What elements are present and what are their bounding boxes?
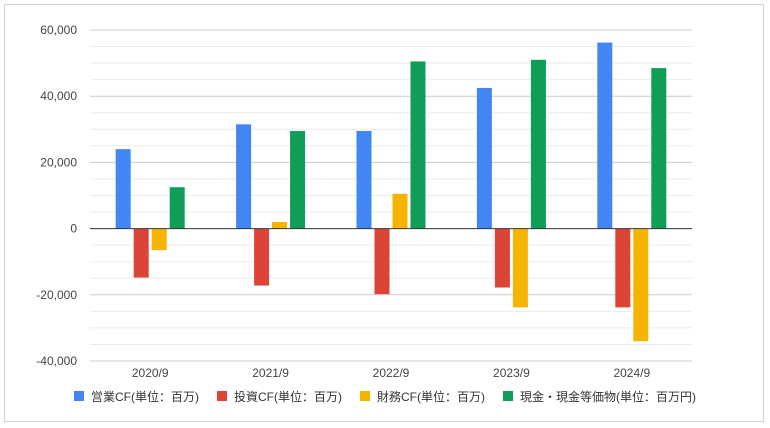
bar[interactable] <box>133 228 149 278</box>
bar[interactable] <box>115 149 131 229</box>
bar[interactable] <box>272 221 288 229</box>
y-tick-label: -20,000 <box>36 288 77 302</box>
legend-item[interactable]: 財務CF(単位：百万) <box>360 389 485 404</box>
x-tick-label: 2021/9 <box>252 366 289 380</box>
legend-item[interactable]: 投資CF(単位：百万) <box>217 389 342 404</box>
bar[interactable] <box>512 228 528 308</box>
legend-item[interactable]: 営業CF(単位：百万) <box>74 389 199 404</box>
legend-label: 現金・現金等価物(単位：百万円) <box>520 389 696 404</box>
bar[interactable] <box>633 228 649 342</box>
y-tick-label: 60,000 <box>40 23 77 37</box>
y-tick-label: -40,000 <box>36 354 77 368</box>
bar[interactable] <box>615 228 631 308</box>
bar[interactable] <box>392 193 408 229</box>
x-axis: 2020/9 2021/9 2022/9 2023/9 2024/9 <box>132 366 651 380</box>
legend-swatch <box>217 391 227 401</box>
y-tick-label: 0 <box>70 222 77 236</box>
legend-label: 財務CF(単位：百万) <box>377 389 485 404</box>
bars <box>115 42 667 342</box>
bar[interactable] <box>169 187 185 229</box>
x-tick-label: 2022/9 <box>373 366 410 380</box>
legend-swatch <box>360 391 370 401</box>
x-tick-label: 2020/9 <box>132 366 169 380</box>
x-tick-label: 2023/9 <box>493 366 530 380</box>
bar[interactable] <box>597 42 613 229</box>
legend-label: 営業CF(単位：百万) <box>91 389 199 404</box>
legend-swatch <box>74 391 84 401</box>
bar[interactable] <box>651 68 667 229</box>
grid <box>90 29 692 362</box>
bar[interactable] <box>151 228 167 251</box>
bar[interactable] <box>236 124 252 229</box>
bar[interactable] <box>356 130 372 229</box>
legend-label: 投資CF(単位：百万) <box>234 389 342 404</box>
bar[interactable] <box>410 61 426 229</box>
bar[interactable] <box>476 87 492 229</box>
legend[interactable]: 営業CF(単位：百万) 投資CF(単位：百万) 財務CF(単位：百万) 現金・現金等価… <box>74 389 696 404</box>
bar[interactable] <box>374 228 390 295</box>
y-axis: 60,000 40,000 20,000 0 -20,000 -40,000 <box>36 23 77 368</box>
x-tick-label: 2024/9 <box>613 366 650 380</box>
bar[interactable] <box>530 59 546 229</box>
bar[interactable] <box>290 130 306 229</box>
bar[interactable] <box>494 228 510 288</box>
legend-item[interactable]: 現金・現金等価物(単位：百万円) <box>503 389 696 404</box>
y-tick-label: 40,000 <box>40 89 77 103</box>
y-tick-label: 20,000 <box>40 155 77 169</box>
bar[interactable] <box>254 228 270 286</box>
legend-swatch <box>503 391 513 401</box>
